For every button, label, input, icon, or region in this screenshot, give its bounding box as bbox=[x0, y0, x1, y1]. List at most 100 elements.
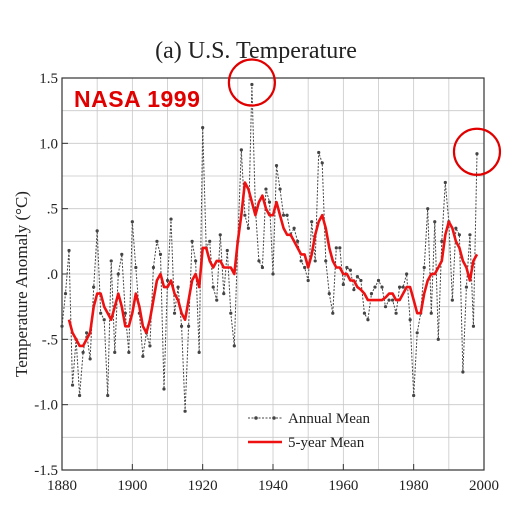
data-point-annual-mean bbox=[134, 265, 138, 270]
data-point-annual-mean bbox=[197, 350, 201, 354]
data-point-annual-mean bbox=[123, 311, 127, 315]
x-tick-label: 1920 bbox=[188, 478, 218, 494]
data-point-annual-mean bbox=[296, 239, 300, 243]
data-point-annual-mean bbox=[77, 393, 82, 398]
data-point-annual-mean bbox=[440, 239, 444, 243]
data-point-annual-mean bbox=[362, 311, 367, 315]
data-point-annual-mean bbox=[281, 213, 286, 217]
data-point-annual-mean bbox=[239, 148, 243, 152]
data-point-annual-mean bbox=[172, 311, 177, 315]
data-point-annual-mean bbox=[243, 213, 247, 217]
data-point-annual-mean bbox=[415, 331, 419, 335]
data-point-annual-mean bbox=[116, 272, 120, 276]
data-point-annual-mean bbox=[264, 187, 268, 191]
data-point-annual-mean bbox=[176, 285, 180, 289]
data-point-annual-mean bbox=[215, 298, 219, 302]
data-point-annual-mean bbox=[341, 282, 345, 287]
data-point-annual-mean bbox=[303, 265, 307, 270]
data-point-annual-mean bbox=[158, 252, 163, 256]
data-point-annual-mean bbox=[348, 268, 352, 272]
data-point-annual-mean bbox=[127, 350, 131, 354]
data-point-annual-mean bbox=[218, 233, 222, 237]
data-point-annual-mean bbox=[387, 298, 391, 302]
y-tick-label: -.5 bbox=[42, 332, 58, 348]
legend-label-annual-mean: Annual Mean bbox=[288, 411, 371, 427]
data-point-annual-mean bbox=[327, 292, 331, 296]
data-point-annual-mean bbox=[471, 324, 476, 328]
data-point-annual-mean bbox=[232, 344, 236, 348]
data-point-annual-mean bbox=[141, 354, 145, 358]
data-point-annual-mean bbox=[355, 275, 359, 279]
legend-marker-annual-mean bbox=[272, 416, 276, 420]
data-point-annual-mean bbox=[63, 292, 68, 296]
data-point-annual-mean bbox=[310, 220, 314, 224]
data-point-annual-mean bbox=[246, 226, 250, 230]
data-point-annual-mean bbox=[412, 393, 416, 398]
data-point-annual-mean bbox=[443, 180, 447, 185]
data-point-annual-mean bbox=[429, 311, 433, 315]
data-point-annual-mean bbox=[70, 383, 75, 387]
data-point-annual-mean bbox=[250, 82, 254, 87]
data-point-annual-mean bbox=[229, 311, 233, 315]
data-point-annual-mean bbox=[120, 252, 124, 256]
highlight-circle bbox=[452, 127, 502, 176]
data-point-annual-mean bbox=[380, 285, 384, 289]
data-point-annual-mean bbox=[102, 318, 106, 322]
data-point-annual-mean bbox=[405, 272, 409, 276]
data-point-annual-mean bbox=[211, 285, 215, 289]
data-point-annual-mean bbox=[461, 370, 465, 374]
x-tick-label: 1960 bbox=[328, 478, 358, 494]
data-point-annual-mean bbox=[475, 152, 479, 156]
data-point-annual-mean bbox=[130, 220, 134, 224]
data-point-annual-mean bbox=[331, 311, 335, 315]
series-line-5-year-mean bbox=[67, 181, 479, 348]
data-point-annual-mean bbox=[450, 298, 454, 302]
data-point-annual-mean bbox=[369, 292, 374, 296]
x-tick-label: 1980 bbox=[399, 478, 429, 494]
data-point-annual-mean bbox=[320, 161, 324, 165]
data-point-annual-mean bbox=[313, 259, 317, 263]
data-point-annual-mean bbox=[155, 239, 159, 243]
data-point-annual-mean bbox=[352, 288, 356, 292]
y-tick-label: -1.0 bbox=[34, 398, 58, 414]
nasa-1999-stamp: NASA 1999 bbox=[74, 86, 201, 112]
data-point-annual-mean bbox=[457, 233, 461, 237]
data-point-annual-mean bbox=[201, 126, 205, 130]
data-point-annual-mean bbox=[106, 393, 110, 398]
data-point-annual-mean bbox=[162, 387, 166, 391]
data-point-annual-mean bbox=[183, 409, 187, 413]
data-point-annual-mean bbox=[436, 337, 440, 341]
data-point-annual-mean bbox=[271, 272, 275, 276]
data-point-annual-mean bbox=[169, 217, 173, 221]
data-point-annual-mean bbox=[338, 246, 342, 250]
data-point-annual-mean bbox=[373, 285, 377, 289]
y-tick-label: -1.5 bbox=[34, 463, 58, 479]
data-point-annual-mean bbox=[81, 350, 85, 354]
data-point-annual-mean bbox=[366, 318, 370, 322]
data-point-annual-mean bbox=[113, 350, 117, 354]
x-tick-label: 2000 bbox=[469, 478, 499, 494]
data-point-annual-mean bbox=[278, 187, 282, 191]
data-point-annual-mean bbox=[292, 226, 296, 230]
legend-label-5-year-mean: 5-year Mean bbox=[288, 435, 365, 451]
x-tick-label: 1900 bbox=[117, 478, 147, 494]
data-point-annual-mean bbox=[109, 259, 113, 263]
x-tick-label: 1940 bbox=[258, 478, 288, 494]
data-point-annual-mean bbox=[345, 265, 349, 270]
data-point-annual-mean bbox=[299, 259, 303, 263]
data-point-annual-mean bbox=[324, 259, 328, 263]
data-point-annual-mean bbox=[401, 285, 405, 289]
data-point-annual-mean bbox=[148, 344, 152, 348]
data-point-annual-mean bbox=[165, 278, 170, 283]
x-tick-label: 1880 bbox=[47, 478, 77, 494]
legend-marker-annual-mean bbox=[254, 416, 258, 420]
data-point-annual-mean bbox=[194, 259, 198, 263]
data-point-annual-mean bbox=[359, 278, 363, 283]
data-point-annual-mean bbox=[468, 233, 472, 237]
data-point-annual-mean bbox=[179, 324, 184, 328]
data-point-annual-mean bbox=[376, 278, 381, 283]
data-point-annual-mean bbox=[334, 246, 338, 250]
data-point-annual-mean bbox=[260, 265, 265, 270]
data-point-annual-mean bbox=[394, 311, 398, 315]
data-point-annual-mean bbox=[225, 248, 229, 253]
